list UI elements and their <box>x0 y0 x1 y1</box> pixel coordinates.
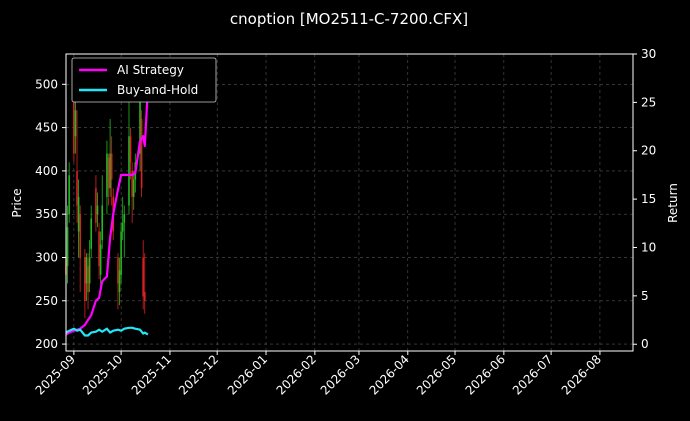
candle-body <box>143 292 146 301</box>
candle <box>77 179 80 258</box>
candle <box>85 253 88 301</box>
legend-label-buy-and-hold: Buy-and-Hold <box>117 83 198 97</box>
candle <box>96 192 99 228</box>
candle-body <box>107 157 110 189</box>
candle-body <box>109 153 111 189</box>
candle-body <box>96 205 99 215</box>
candle <box>118 257 121 306</box>
candle-body <box>139 92 141 154</box>
candle-body <box>142 257 144 297</box>
y-axis-label: Price <box>10 188 24 217</box>
candle-body <box>76 170 78 206</box>
candle-body <box>95 188 97 223</box>
candle <box>129 127 132 180</box>
y2-tick-label: 5 <box>641 289 649 303</box>
y-tick-label: 450 <box>35 121 58 135</box>
y2-tick-label: 10 <box>641 240 656 254</box>
legend-box <box>71 57 217 103</box>
plot-frame <box>65 53 634 352</box>
candle <box>106 140 108 215</box>
candle <box>88 240 91 293</box>
candle <box>109 118 111 197</box>
candle-body <box>68 175 70 215</box>
buy-and-hold-line <box>65 326 149 337</box>
candle <box>99 231 102 288</box>
candle <box>120 222 122 284</box>
candle <box>87 253 89 310</box>
candle-body <box>140 118 143 189</box>
candle <box>90 205 92 258</box>
candle-body <box>117 257 119 284</box>
candle-body <box>90 218 92 249</box>
chart-title: cnoption [MO2511-C-7200.CFX] <box>230 10 468 28</box>
candle-body <box>77 196 80 232</box>
candle <box>131 162 133 223</box>
candle <box>143 253 146 314</box>
y2-tick-label: 0 <box>641 337 649 351</box>
candle <box>68 162 70 223</box>
legend-label-ai-strategy: AI Strategy <box>117 63 184 77</box>
y-tick-label: 250 <box>35 294 58 308</box>
candle-body <box>66 227 69 267</box>
legend: AI Strategy Buy-and-Hold <box>71 57 217 103</box>
candle-body <box>101 205 104 241</box>
candle <box>117 253 119 310</box>
candle-body <box>128 136 130 206</box>
candle-body <box>110 153 113 180</box>
candle <box>101 175 104 249</box>
candle-body <box>129 136 132 163</box>
y2-tick-label: 20 <box>641 144 656 158</box>
candle-body <box>98 231 100 267</box>
y-tick-label: 400 <box>35 164 58 178</box>
candle-body <box>106 153 108 197</box>
candle <box>132 170 135 210</box>
plot-area <box>66 54 633 351</box>
candle-body <box>131 170 133 197</box>
candle-body <box>87 266 89 293</box>
candle-body <box>88 257 91 284</box>
candle-body <box>85 257 88 284</box>
candle <box>110 136 113 206</box>
candle <box>76 110 78 223</box>
y-tick-label: 200 <box>35 337 58 351</box>
y-axis-ticks: 200 250 300 350 400 450 500 <box>35 77 66 351</box>
candle-body <box>132 179 135 197</box>
candle <box>121 196 124 241</box>
candle <box>107 153 110 206</box>
y2-axis-ticks: 0 5 10 15 20 25 30 <box>633 47 656 351</box>
candle <box>128 101 130 215</box>
candle-body <box>79 214 81 258</box>
series-lines <box>65 87 149 337</box>
candle-body <box>118 270 121 293</box>
y-tick-label: 300 <box>35 250 58 264</box>
candle-body <box>99 244 102 275</box>
candle-body <box>120 231 122 275</box>
candle-body <box>74 110 77 137</box>
y2-tick-label: 25 <box>641 95 656 109</box>
candle <box>140 110 143 197</box>
candle <box>79 205 81 293</box>
candle <box>84 248 86 319</box>
grid <box>66 54 633 351</box>
candle-body <box>73 101 75 154</box>
candle-body <box>84 257 86 301</box>
candle <box>123 205 126 258</box>
plot-border <box>65 53 634 352</box>
y2-tick-label: 15 <box>641 192 656 206</box>
candle <box>142 240 144 310</box>
y2-axis-label: Return <box>666 183 680 223</box>
y-tick-label: 500 <box>35 77 58 91</box>
candle-body <box>123 214 126 223</box>
y-tick-label: 350 <box>35 207 58 221</box>
candle <box>66 205 69 284</box>
candle <box>98 222 100 280</box>
y2-tick-label: 30 <box>641 47 656 61</box>
candle <box>95 175 97 232</box>
candle-body <box>121 222 124 232</box>
